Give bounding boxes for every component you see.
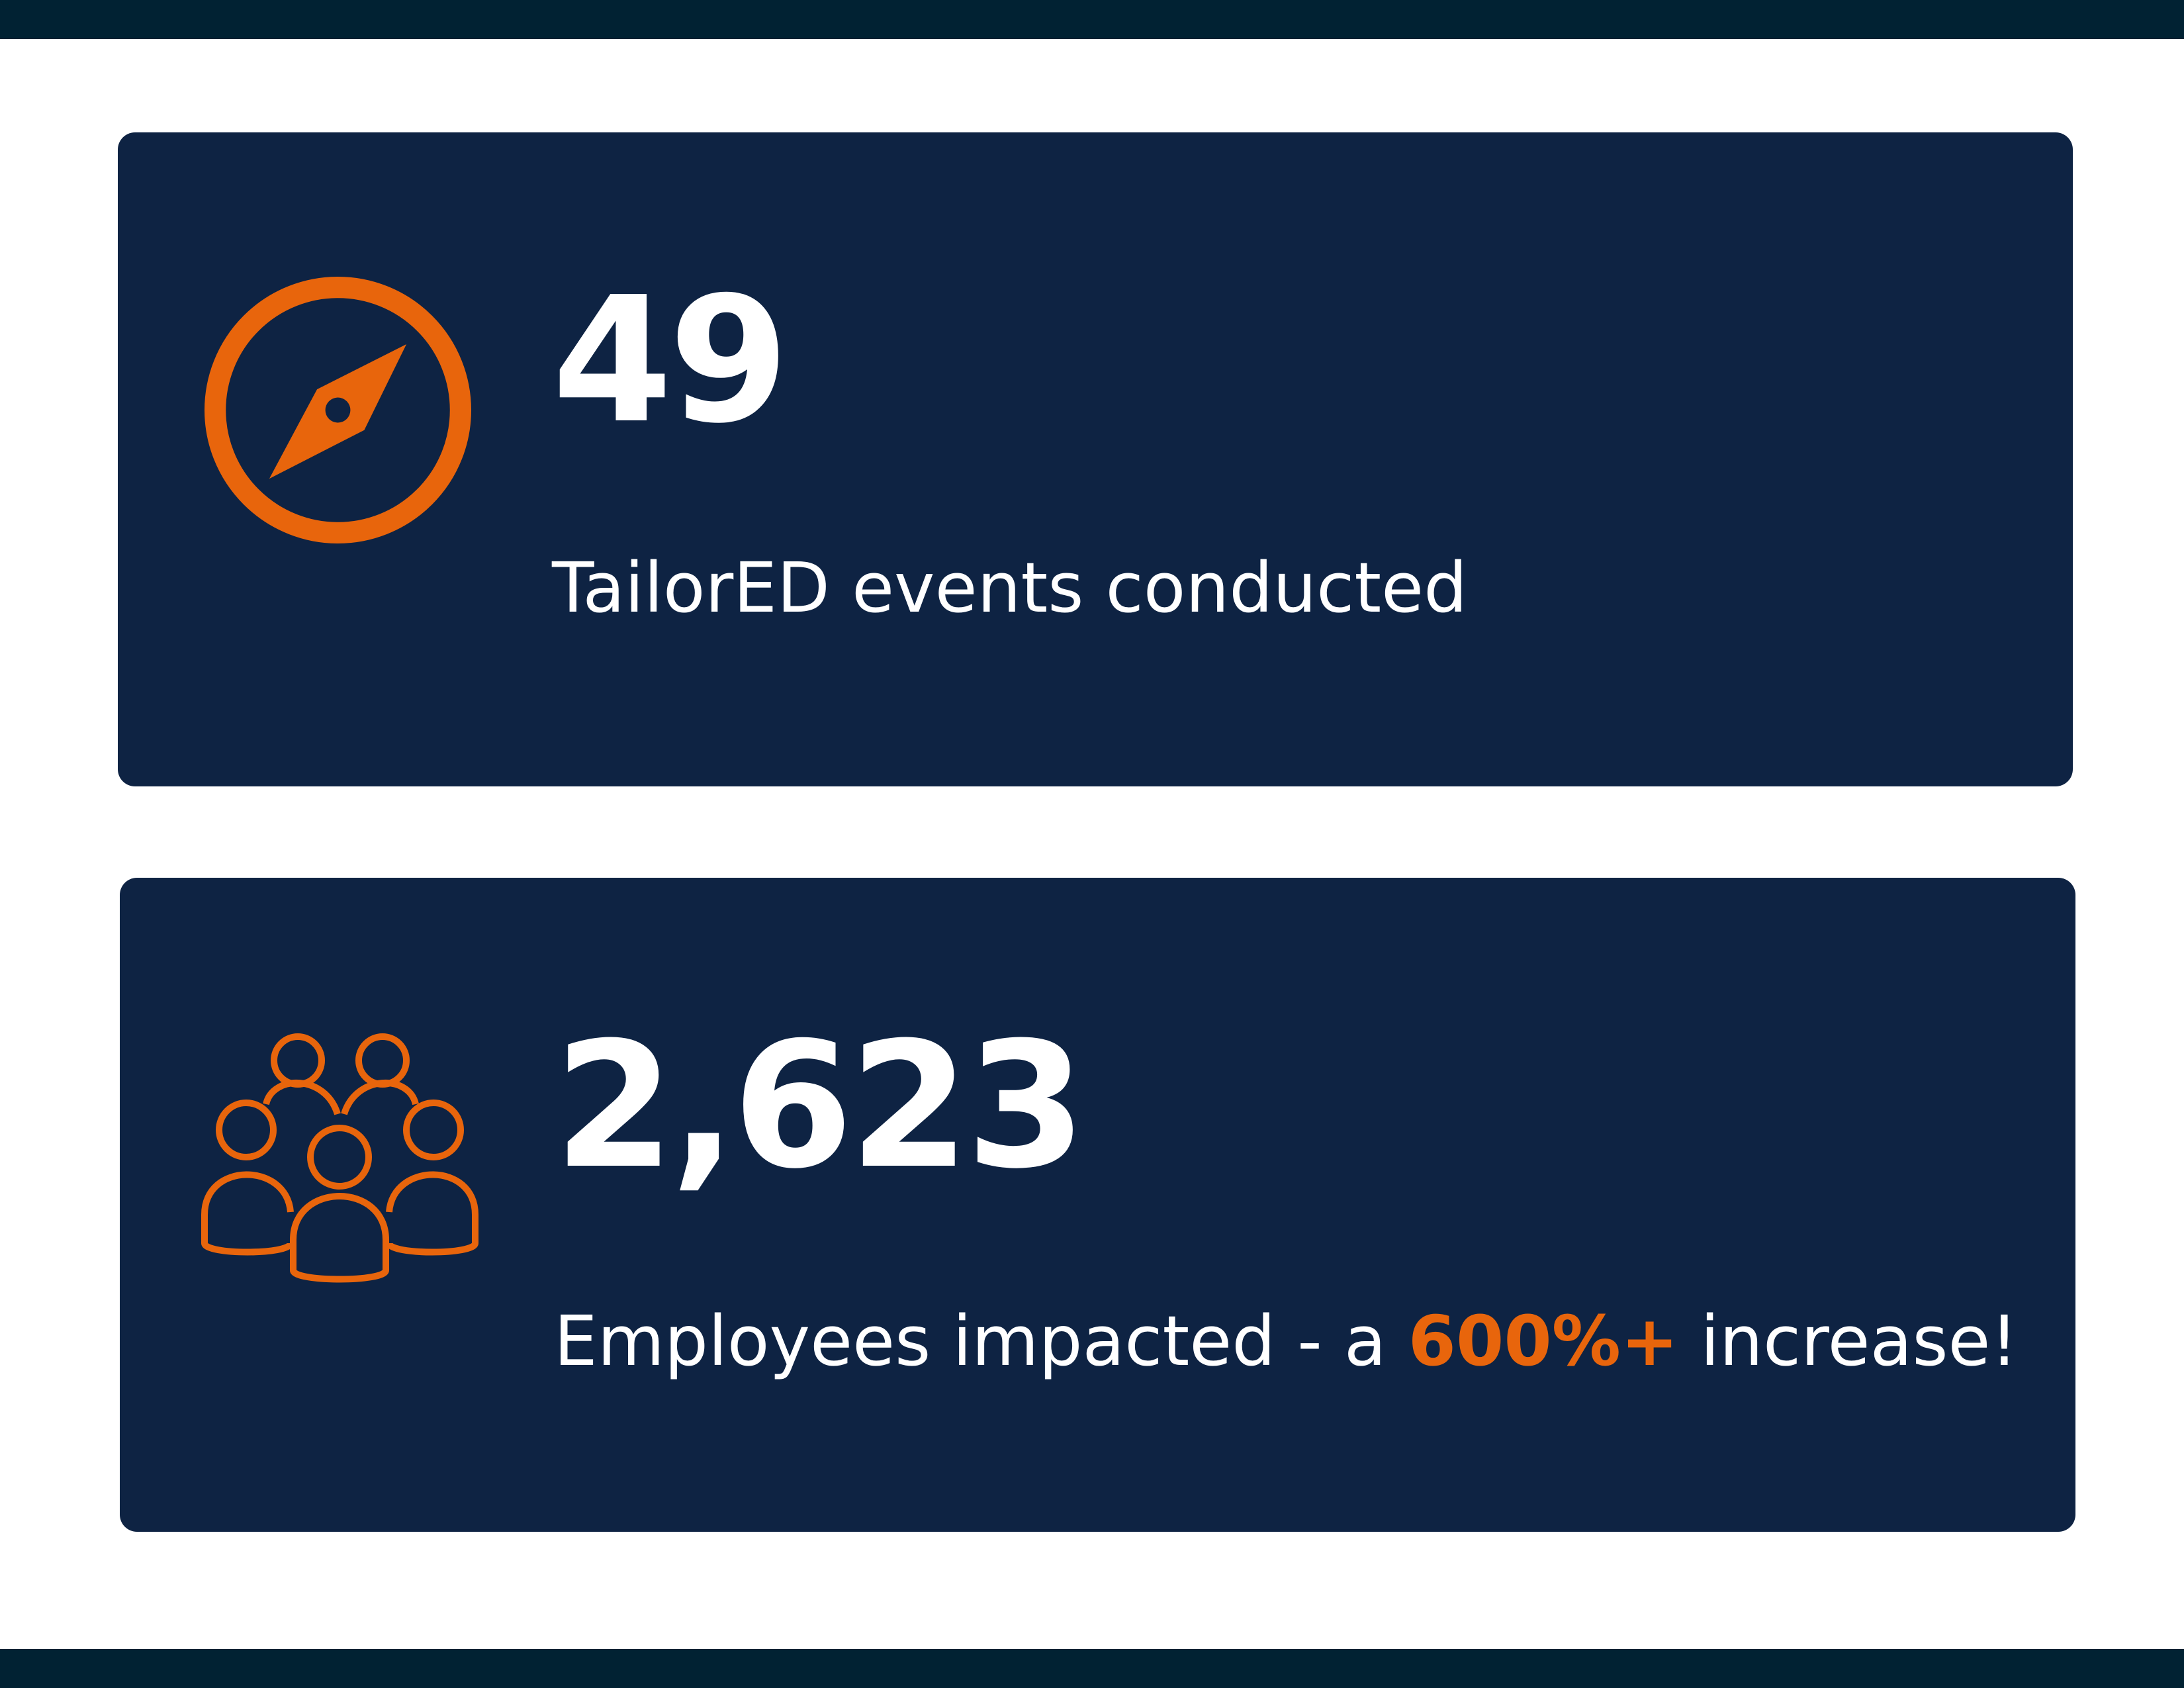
increase-highlight: 600%+ [1408,1301,1679,1382]
compass-icon [205,277,471,543]
stat-card-events: 49 TailorED events conducted [118,132,2073,786]
employees-count: 2,623 [554,1005,1087,1207]
stat-card-employees: 2,623 Employees impacted - a 600%+ incre… [120,878,2075,1532]
bottom-banner [0,1649,2184,1688]
events-caption: TailorED events conducted [552,547,1468,628]
employees-caption-end: increase! [1678,1301,2019,1382]
group-people-icon [201,1033,478,1283]
top-banner [0,0,2184,39]
employees-caption: Employees impacted - a 600%+ increase! [554,1307,2018,1376]
employees-caption-start: Employees impacted - a [554,1301,1408,1382]
events-count: 49 [552,259,790,461]
